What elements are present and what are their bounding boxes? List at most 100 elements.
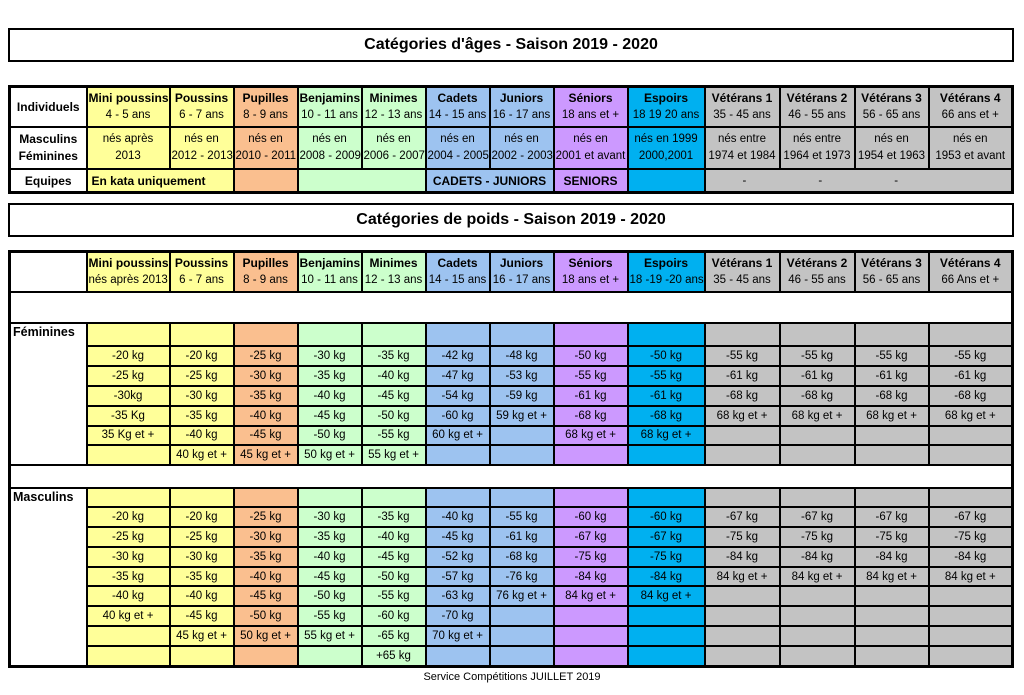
band-cell <box>424 322 491 348</box>
cell-line-2: 18 ans et + <box>561 273 620 286</box>
band-cell <box>853 487 930 509</box>
weight-cell: -45 kg <box>296 404 363 427</box>
cell-line-1: Espoirs <box>643 255 688 270</box>
spacer-row <box>8 290 1014 325</box>
weight-header-cell: Pupilles 8 - 9 ans <box>232 250 299 293</box>
weight-row: +65 kg <box>10 645 1014 668</box>
equipes-cell <box>626 168 706 194</box>
weight-cell: -50 kg <box>552 345 629 367</box>
weight-cell: -30 kg <box>168 545 235 568</box>
weight-cell <box>552 605 629 628</box>
cell-line-2: 8 - 9 ans <box>243 109 288 121</box>
weight-cell: 68 kg et + <box>927 404 1014 427</box>
weight-cell <box>778 444 856 467</box>
weight-cell: -35 kg <box>360 345 427 367</box>
band-cell <box>778 487 856 509</box>
band-cell <box>703 487 781 509</box>
age-category-cell: Juniors 16 - 17 ans <box>488 85 555 128</box>
weight-cell <box>927 625 1014 648</box>
weight-cell: -67 kg <box>703 506 781 528</box>
weight-cell <box>703 585 781 608</box>
spacer-cell <box>8 464 1014 490</box>
weight-cell: -40 kg <box>85 585 171 608</box>
weight-cell: 40 kg et + <box>168 444 235 467</box>
row-label-equipes: Equipes <box>8 168 88 194</box>
weight-header-cell: Juniors 16 - 17 ans <box>488 250 555 293</box>
weight-cell <box>853 424 930 447</box>
weight-cell <box>296 645 363 668</box>
weight-cell: -55 kg <box>703 345 781 367</box>
label-masculins: Masculins <box>19 132 78 146</box>
weight-cell <box>778 625 856 648</box>
cell-line-1: Mini poussins <box>88 91 169 105</box>
weight-cell: -84 kg <box>778 545 856 568</box>
weight-cell: -35 kg <box>232 545 299 568</box>
age-category-cell: Poussins 6 - 7 ans <box>168 85 235 128</box>
weight-cell: -55 kg <box>552 364 629 387</box>
weight-row: -30 kg -30 kg -35 kg -40 kg -45 kg -52 kg -68 … <box>10 545 1014 568</box>
cell-line-2: 1954 et 1963 <box>857 150 926 162</box>
weight-cell <box>778 424 856 447</box>
age-category-cell: Benjamins 10 - 11 ans <box>296 85 363 128</box>
dash: - <box>742 174 747 187</box>
cell-line-1: Vétérans 4 <box>939 255 1001 270</box>
cell-line-2: 66 Ans et + <box>941 273 1000 286</box>
weight-row: 45 kg et +50 kg et +55 kg et + -65 kg 70 k… <box>10 625 1014 648</box>
weight-cell: -42 kg <box>424 345 491 367</box>
band-cell <box>488 322 555 348</box>
section-band-row: Masculins <box>8 487 1014 668</box>
weight-cell: -55 kg <box>488 506 555 528</box>
band-cell <box>168 487 235 509</box>
age-table: Individuels Mini poussins 4 - 5 ans Poussi… <box>8 85 1014 194</box>
weight-cell <box>488 605 555 628</box>
weight-cell: -20 kg <box>168 506 235 528</box>
weight-header-cell: Vétérans 4 66 Ans et + <box>927 250 1014 293</box>
weight-cell: -25 kg <box>85 364 171 387</box>
cell-line-1: nés en <box>248 133 283 145</box>
weight-cell: 35 Kg et + <box>85 424 171 447</box>
weight-cell <box>703 444 781 467</box>
weight-cell: -50 kg <box>296 585 363 608</box>
weight-cell <box>85 444 171 467</box>
cell-line-1: Pupilles <box>242 91 289 105</box>
weight-cell: -35 kg <box>296 525 363 548</box>
birth-years-cell: nés en 2006 - 2007 <box>360 126 427 170</box>
cell-line-1: Vétérans 3 <box>861 91 922 105</box>
cell-line-1: nés en <box>573 133 608 145</box>
weight-cell <box>626 645 706 668</box>
weight-cell <box>488 645 555 668</box>
band-cell <box>703 322 781 348</box>
cell-line-1: Vétérans 1 <box>711 255 773 270</box>
age-category-cell: Vétérans 1 35 - 45 ans <box>703 85 781 128</box>
section-band-row: Féminines <box>8 322 1014 467</box>
weight-cell: -45 kg <box>296 565 363 588</box>
cell-line-2: 10 - 11 ans <box>301 109 358 121</box>
weights-title: Catégories de poids - Saison 2019 - 2020 <box>8 203 1014 237</box>
age-category-cell: Mini poussins 4 - 5 ans <box>85 85 171 128</box>
weight-cell <box>778 605 856 628</box>
dash: - <box>818 174 823 187</box>
cell-line-1: Vétérans 2 <box>786 91 848 105</box>
band-cell <box>360 322 427 348</box>
weight-cell: 60 kg et + <box>424 424 491 447</box>
weight-cell: -25 kg <box>232 345 299 367</box>
cell-line-1: nés en <box>184 133 219 145</box>
weight-cell: -75 kg <box>853 525 930 548</box>
cell-line-2: 12 - 13 ans <box>364 109 423 121</box>
weight-cell: -67 kg <box>626 525 706 548</box>
band-cell <box>85 322 171 348</box>
weight-cell: -63 kg <box>424 585 491 608</box>
weight-cell: -55 kg <box>360 424 427 447</box>
weight-cell: -45 kg <box>360 545 427 568</box>
cell-line-2: 2013 <box>115 150 141 162</box>
weight-cell: -67 kg <box>853 506 930 528</box>
weight-cell: -40 kg <box>424 506 491 528</box>
weight-cell: -40 kg <box>168 424 235 447</box>
weight-cell: -35 kg <box>232 384 299 407</box>
weight-cell: -61 kg <box>552 384 629 407</box>
band-cell <box>232 322 299 348</box>
weight-cell <box>853 585 930 608</box>
weight-header-cell: Séniors 18 ans et + <box>552 250 629 293</box>
weight-cell: -70 kg <box>424 605 491 628</box>
weight-cell <box>85 625 171 648</box>
